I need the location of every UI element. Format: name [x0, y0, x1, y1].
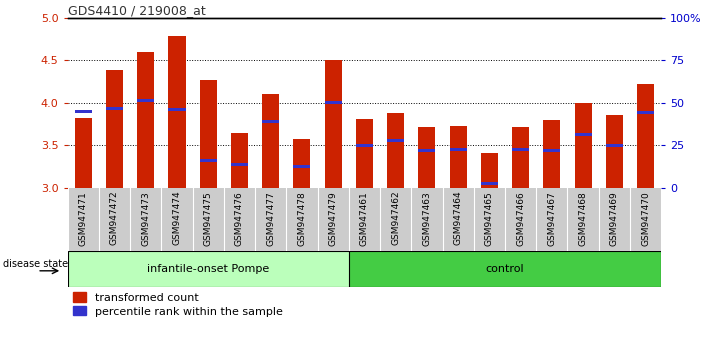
Text: GSM947476: GSM947476	[235, 191, 244, 246]
Text: infantile-onset Pompe: infantile-onset Pompe	[147, 264, 269, 274]
Text: GSM947469: GSM947469	[610, 191, 619, 246]
Text: GSM947463: GSM947463	[422, 191, 432, 246]
Text: GSM947474: GSM947474	[172, 191, 181, 245]
Bar	[75, 118, 92, 188]
Bar	[231, 133, 248, 188]
Bar	[356, 119, 373, 188]
Text: GSM947465: GSM947465	[485, 191, 494, 246]
Text: GSM947466: GSM947466	[516, 191, 525, 246]
Bar	[387, 139, 405, 142]
Bar	[481, 182, 498, 185]
Text: GSM947470: GSM947470	[641, 191, 650, 246]
Text: GSM947473: GSM947473	[141, 191, 150, 246]
Bar	[356, 144, 373, 147]
Bar	[606, 144, 623, 147]
Bar	[543, 120, 560, 188]
Text: GSM947468: GSM947468	[579, 191, 587, 246]
Bar	[574, 133, 592, 136]
Text: GSM947467: GSM947467	[547, 191, 557, 246]
Bar	[418, 149, 435, 152]
Bar	[200, 159, 217, 162]
Bar	[418, 127, 435, 188]
Text: GDS4410 / 219008_at: GDS4410 / 219008_at	[68, 4, 205, 17]
Bar	[200, 80, 217, 188]
Bar	[294, 165, 311, 168]
Legend: transformed count, percentile rank within the sample: transformed count, percentile rank withi…	[73, 292, 283, 316]
Bar	[106, 107, 123, 110]
Bar	[543, 149, 560, 152]
Bar	[68, 251, 349, 287]
Bar	[137, 99, 154, 102]
Bar	[169, 36, 186, 188]
Text: GSM947478: GSM947478	[297, 191, 306, 246]
Bar	[449, 126, 466, 188]
Bar	[637, 84, 654, 188]
Bar	[294, 139, 311, 188]
Bar	[387, 113, 405, 188]
Bar	[231, 163, 248, 166]
Bar	[512, 127, 529, 188]
Text: GSM947472: GSM947472	[110, 191, 119, 245]
Bar	[262, 94, 279, 188]
Bar	[606, 115, 623, 188]
Bar	[169, 108, 186, 111]
Text: GSM947479: GSM947479	[328, 191, 338, 246]
Text: GSM947464: GSM947464	[454, 191, 463, 245]
Bar	[137, 52, 154, 188]
Bar	[637, 112, 654, 114]
Bar	[449, 148, 466, 151]
Text: control: control	[486, 264, 524, 274]
Bar	[75, 110, 92, 113]
Text: disease state: disease state	[4, 259, 68, 269]
Text: GSM947475: GSM947475	[203, 191, 213, 246]
Bar	[349, 251, 661, 287]
Text: GSM947477: GSM947477	[266, 191, 275, 246]
Bar	[324, 60, 342, 188]
Bar	[574, 103, 592, 188]
Text: GSM947461: GSM947461	[360, 191, 369, 246]
Bar	[324, 101, 342, 104]
Bar	[262, 120, 279, 123]
Text: GSM947471: GSM947471	[79, 191, 87, 246]
Bar	[512, 148, 529, 151]
Text: GSM947462: GSM947462	[391, 191, 400, 245]
Bar	[481, 153, 498, 188]
Bar	[106, 70, 123, 188]
